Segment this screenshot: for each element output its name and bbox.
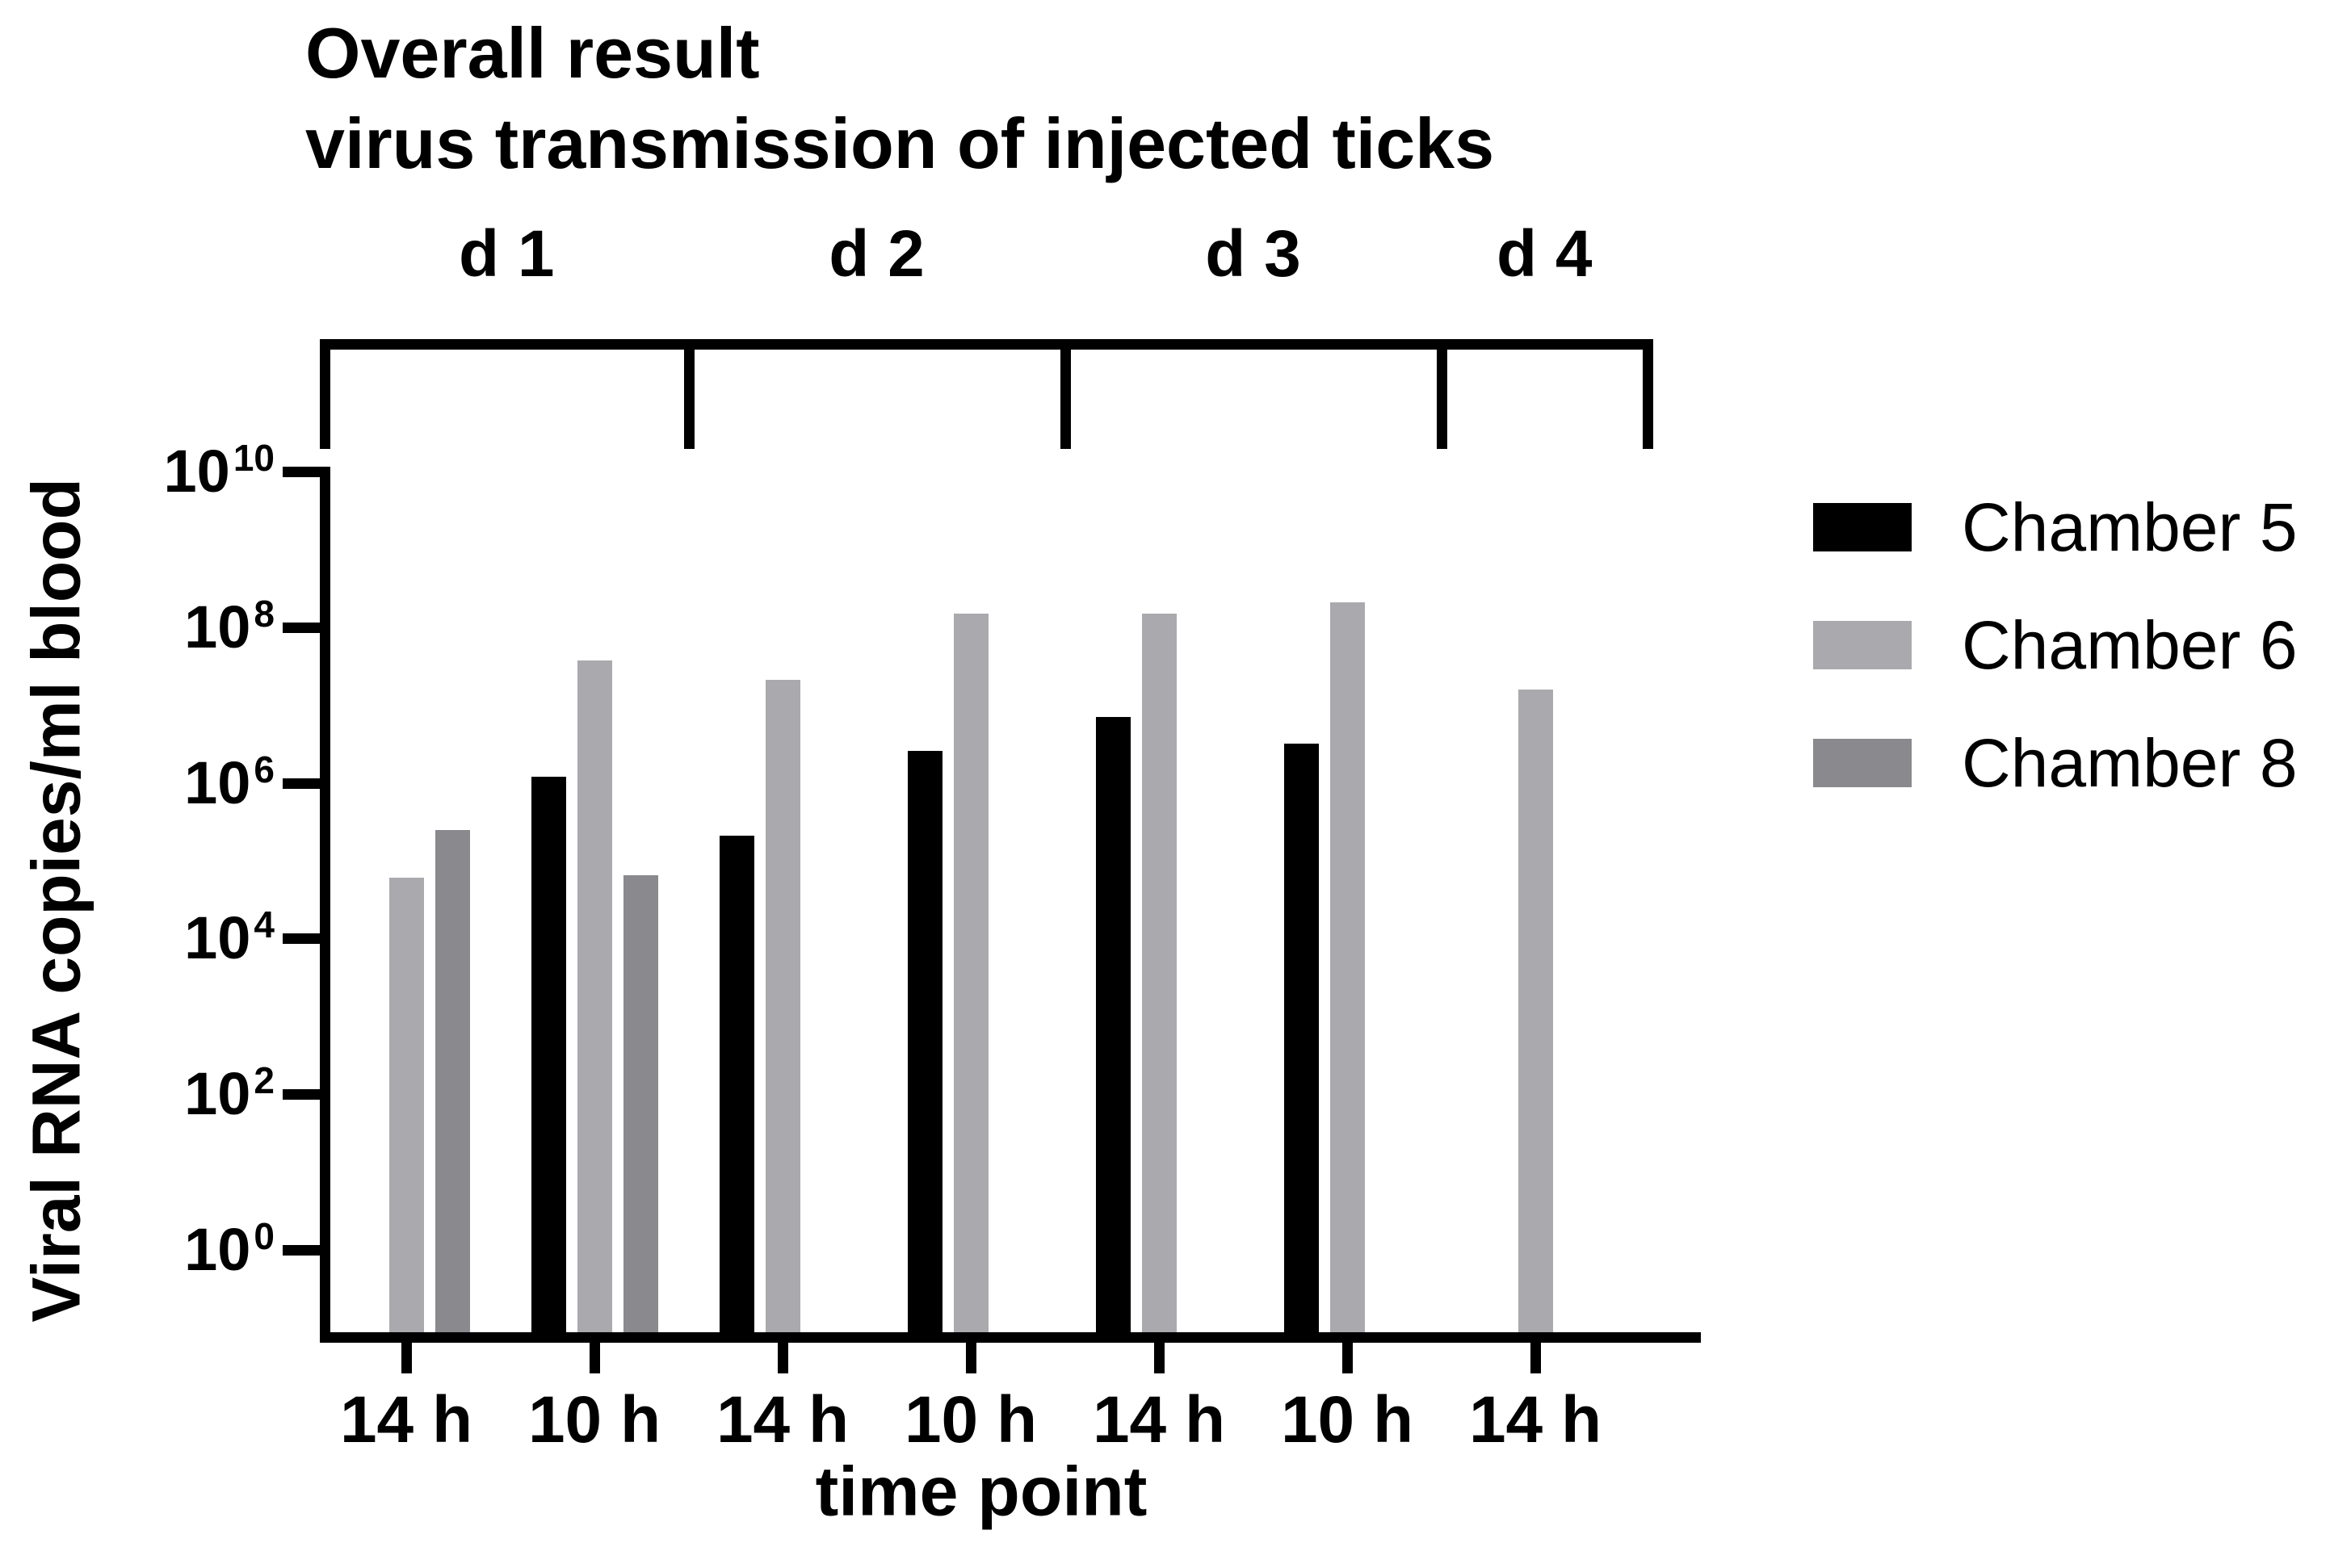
x-tick-label-7: 14 h xyxy=(1468,1383,1602,1457)
x-axis-tick-2 xyxy=(590,1343,600,1373)
chart-title-line2: virus transmission of injected ticks xyxy=(305,103,1495,183)
y-axis-tick-10e2 xyxy=(283,1089,320,1101)
day-label-d-4: d 4 xyxy=(1497,217,1593,291)
day-bracket-divider-1 xyxy=(683,339,695,449)
y-tick-base: 10 xyxy=(163,438,230,505)
y-axis-tick-label-10e4: 10 4 xyxy=(73,899,275,977)
y-axis-tick-label-10e2: 10 2 xyxy=(73,1055,275,1133)
y-axis-tick-10e10 xyxy=(283,467,320,477)
bar-chamber-5-t3 xyxy=(719,835,754,1332)
y-axis-tick-10e6 xyxy=(283,778,320,789)
bar-chamber-6-t1 xyxy=(388,878,424,1332)
x-tick-label-5: 14 h xyxy=(1092,1383,1226,1457)
bar-chamber-6-t5 xyxy=(1141,613,1177,1332)
x-axis-tick-5 xyxy=(1154,1343,1165,1373)
y-tick-base: 10 xyxy=(184,748,251,816)
x-axis-line xyxy=(320,1332,1701,1343)
legend-label-chamber-8: Chamber 8 xyxy=(1962,724,2298,801)
legend-swatch-chamber-8 xyxy=(1813,739,1912,787)
y-tick-exponent: 6 xyxy=(254,748,275,790)
y-tick-exponent: 2 xyxy=(254,1059,275,1102)
x-axis-tick-7 xyxy=(1530,1343,1541,1373)
legend-swatch-chamber-6 xyxy=(1813,621,1912,669)
y-tick-exponent: 10 xyxy=(233,437,275,479)
x-axis-tick-6 xyxy=(1342,1343,1353,1373)
y-axis-line xyxy=(320,467,330,1343)
x-tick-label-1: 14 h xyxy=(339,1383,473,1457)
bar-chamber-6-t3 xyxy=(765,680,800,1332)
x-tick-label-2: 10 h xyxy=(527,1383,661,1457)
legend-item-chamber-8: Chamber 8 xyxy=(1813,725,2298,801)
y-tick-base: 10 xyxy=(184,1216,251,1283)
legend-label-chamber-6: Chamber 6 xyxy=(1962,606,2298,683)
day-bracket-divider-2 xyxy=(1060,339,1071,449)
x-tick-label-4: 10 h xyxy=(904,1383,1038,1457)
bar-chamber-5-t5 xyxy=(1095,716,1131,1332)
legend-item-chamber-6: Chamber 6 xyxy=(1813,607,2298,683)
x-axis-tick-1 xyxy=(401,1343,412,1373)
x-axis-title: time point xyxy=(815,1453,1148,1531)
day-label-d-3: d 3 xyxy=(1205,217,1301,291)
bar-chamber-5-t2 xyxy=(531,776,566,1332)
chart-title: Overall result virus transmission of inj… xyxy=(305,8,1494,189)
y-axis-tick-10e0 xyxy=(283,1245,320,1256)
x-axis-tick-3 xyxy=(778,1343,788,1373)
x-tick-label-3: 14 h xyxy=(716,1383,850,1457)
bar-chamber-5-t6 xyxy=(1283,743,1319,1332)
x-axis-tick-4 xyxy=(966,1343,976,1373)
y-axis-tick-10e4 xyxy=(283,933,320,945)
bar-chamber-6-t4 xyxy=(953,613,989,1332)
legend-label-chamber-5: Chamber 5 xyxy=(1962,488,2298,565)
y-tick-exponent: 8 xyxy=(254,592,275,635)
day-label-d-2: d 2 xyxy=(829,217,925,291)
y-tick-base: 10 xyxy=(184,904,251,972)
y-axis-tick-label-10e6: 10 6 xyxy=(73,744,275,822)
day-bracket-divider-3 xyxy=(1436,339,1447,449)
legend-item-chamber-5: Chamber 5 xyxy=(1813,489,2298,565)
day-bracket-divider-0 xyxy=(320,339,330,449)
bar-chamber-8-t1 xyxy=(435,829,470,1332)
day-bracket-bar xyxy=(325,339,1648,350)
bar-chamber-6-t2 xyxy=(577,660,612,1332)
y-tick-base: 10 xyxy=(184,593,251,660)
chart-title-line1: Overall result xyxy=(305,13,760,93)
y-tick-exponent: 4 xyxy=(254,903,275,946)
bar-chamber-6-t7 xyxy=(1518,689,1553,1332)
bar-chamber-6-t6 xyxy=(1329,602,1365,1332)
y-axis-tick-label-10e0: 10 0 xyxy=(73,1211,275,1289)
y-axis-tick-label-10e8: 10 8 xyxy=(73,589,275,666)
day-label-d-1: d 1 xyxy=(459,217,555,291)
bar-chamber-8-t2 xyxy=(623,875,658,1332)
y-tick-exponent: 0 xyxy=(254,1215,275,1257)
day-bracket-divider-4 xyxy=(1643,339,1653,449)
y-tick-base: 10 xyxy=(184,1060,251,1128)
y-axis-tick-10e8 xyxy=(283,622,320,633)
y-axis-tick-label-10e10: 10 10 xyxy=(73,433,275,510)
x-tick-label-6: 10 h xyxy=(1280,1383,1414,1457)
bar-chamber-5-t4 xyxy=(907,750,942,1332)
legend-swatch-chamber-5 xyxy=(1813,503,1912,551)
